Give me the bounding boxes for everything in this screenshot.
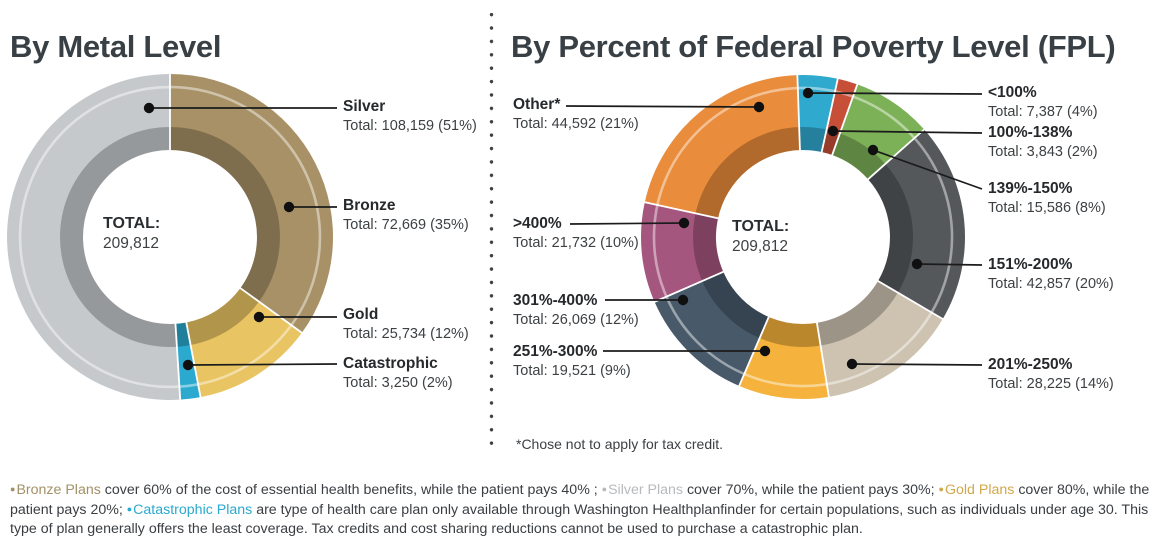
segment-separator bbox=[831, 83, 859, 157]
chart-title-fpl: By Percent of Federal Poverty Level (FPL… bbox=[511, 28, 1116, 64]
legend-text-run: cover 80%, while the patient pays 20%; bbox=[10, 482, 1150, 519]
callout-line-151-200 bbox=[916, 263, 983, 266]
segment-separator bbox=[796, 74, 801, 152]
callout-dot-bronze bbox=[283, 201, 295, 213]
callout-line-139-150 bbox=[872, 149, 983, 190]
legend-text-run: cover 60% of the cost of essential healt… bbox=[100, 482, 602, 499]
donut-highlight-arc bbox=[18, 85, 322, 389]
segment-separator bbox=[239, 286, 304, 335]
callout-dot-other bbox=[753, 101, 765, 113]
callout-line-100-138 bbox=[832, 130, 983, 134]
callout-dot-gold bbox=[253, 311, 265, 323]
donut-segment-400 bbox=[641, 202, 724, 302]
callout-line-other bbox=[565, 105, 760, 108]
legend-text-run: are type of health care plan only availa… bbox=[10, 502, 1149, 538]
plan-bullet-silver-plans: ● bbox=[601, 484, 608, 495]
plan-bullet-bronze-plans: ● bbox=[10, 484, 16, 495]
plan-bullet-gold-plans: ● bbox=[938, 484, 944, 495]
plan-name-gold-plans: Gold Plans bbox=[944, 482, 1015, 499]
plan-name-catastrophic-plans: Catastrophic Plans bbox=[133, 502, 253, 519]
segment-separator bbox=[643, 201, 720, 220]
callout-dot-catastrophic bbox=[182, 359, 194, 371]
callout-dot-100-138 bbox=[827, 125, 839, 137]
chart-title-metal-level: By Metal Level bbox=[10, 28, 222, 64]
donut-inner-shadow-band bbox=[693, 127, 913, 347]
donut-segment-silver bbox=[7, 74, 181, 400]
callout-dot-301-400 bbox=[677, 294, 689, 306]
callout-dot-400 bbox=[678, 217, 690, 229]
fpl-footnote: *Chose not to apply for tax credit. bbox=[516, 436, 723, 452]
callout-dot-139-150 bbox=[867, 144, 879, 156]
callout-line-400 bbox=[569, 222, 685, 225]
callout-line-100 bbox=[807, 92, 983, 95]
segment-separator bbox=[174, 322, 182, 401]
donut-segment-gold bbox=[186, 288, 302, 398]
donut-highlight-arc bbox=[652, 86, 954, 388]
callout-line-201-250 bbox=[851, 363, 983, 366]
segment-separator bbox=[815, 321, 830, 399]
plans-legend-paragraph: ●Bronze Plans cover 60% of the cost of e… bbox=[10, 480, 1152, 539]
callout-dot-201-250 bbox=[846, 358, 858, 370]
donut-segment-251-300 bbox=[739, 316, 829, 400]
donut-segment-151-200 bbox=[868, 129, 966, 319]
legend-text-run: cover 70%, while the patient pays 30%; bbox=[683, 482, 939, 499]
callout-line-catastrophic bbox=[187, 363, 338, 366]
callout-dot-100 bbox=[802, 87, 814, 99]
dotted-divider bbox=[489, 12, 494, 452]
donut-inner-shadow-band bbox=[60, 127, 280, 347]
segment-separator bbox=[653, 270, 725, 304]
donut-segment-201-250 bbox=[816, 281, 943, 397]
plan-name-bronze-plans: Bronze Plans bbox=[16, 482, 101, 499]
callout-dot-silver bbox=[143, 102, 155, 114]
segment-separator bbox=[185, 321, 202, 399]
donut-segment-100-138 bbox=[821, 78, 858, 156]
segment-separator bbox=[820, 77, 839, 154]
donut-segment-bronze bbox=[170, 74, 334, 333]
callout-dot-151-200 bbox=[911, 258, 923, 270]
segment-separator bbox=[866, 128, 926, 181]
plan-bullet-catastrophic-plans: ● bbox=[126, 504, 133, 515]
callout-dot-251-300 bbox=[759, 345, 771, 357]
segment-separator bbox=[876, 279, 945, 321]
plan-name-silver-plans: Silver Plans bbox=[608, 482, 683, 499]
